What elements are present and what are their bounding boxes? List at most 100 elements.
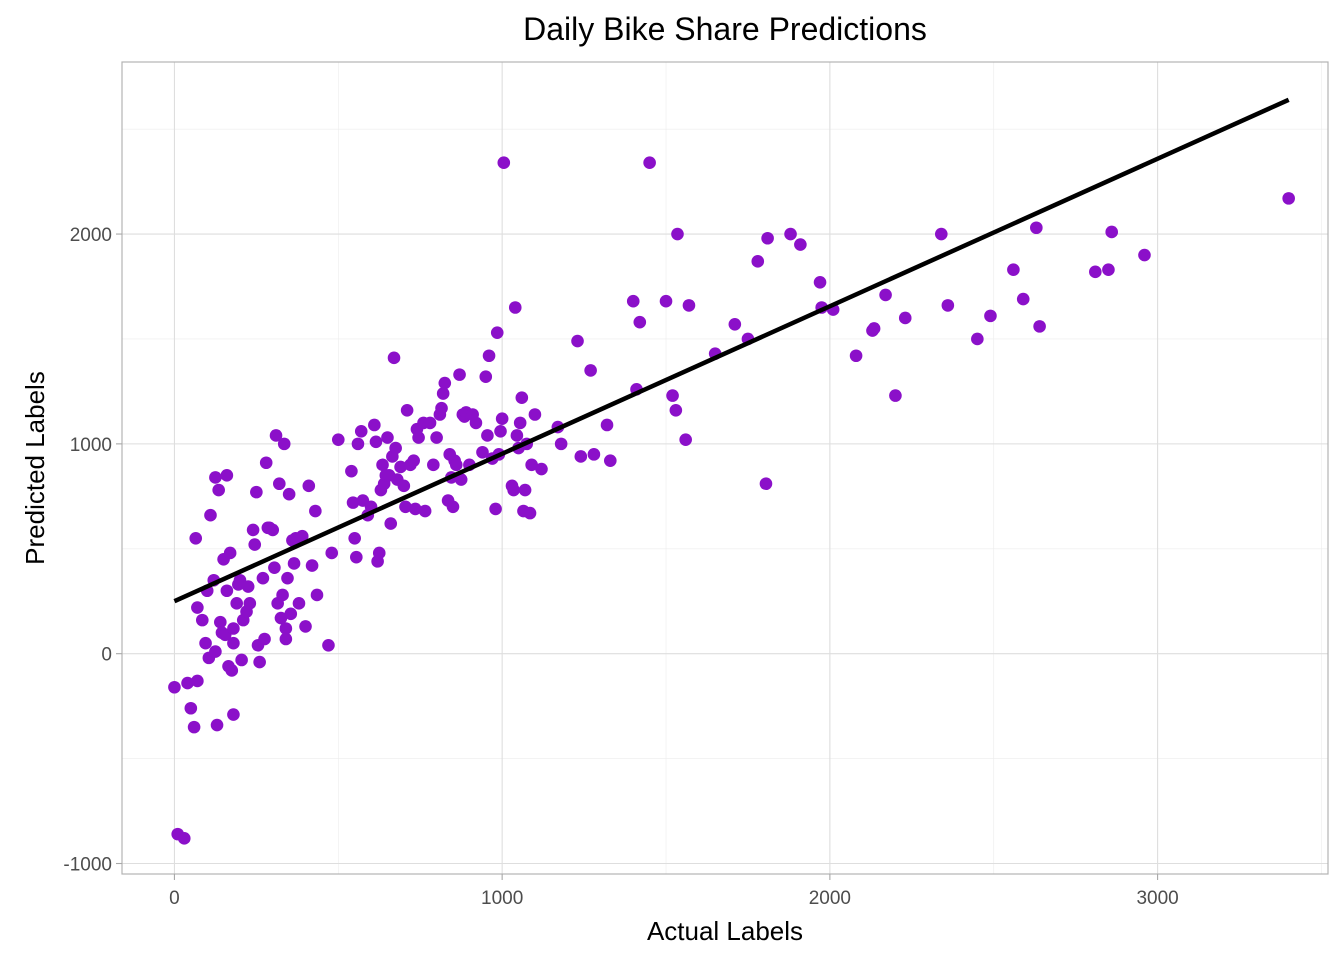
- data-point: [235, 653, 248, 667]
- x-tick-label: 1000: [481, 888, 523, 909]
- data-point: [276, 588, 289, 602]
- data-point: [1105, 225, 1119, 239]
- data-point: [436, 387, 450, 400]
- data-point: [659, 294, 673, 308]
- data-point: [489, 502, 502, 516]
- data-point: [168, 680, 181, 694]
- data-point: [223, 546, 237, 560]
- data-point: [274, 611, 288, 625]
- data-point: [495, 412, 509, 425]
- data-point: [268, 561, 281, 574]
- data-point: [282, 487, 296, 501]
- y-tick-label: 2000: [70, 225, 112, 246]
- x-tick-label: 3000: [1136, 888, 1178, 909]
- data-point: [225, 664, 239, 677]
- data-point: [423, 416, 437, 430]
- data-point: [325, 546, 339, 560]
- data-point: [1030, 221, 1043, 235]
- trend-line-layer: [173, 97, 1290, 604]
- data-point: [187, 720, 201, 734]
- data-point: [584, 364, 597, 377]
- data-point: [181, 676, 194, 690]
- data-point: [849, 349, 863, 363]
- data-points: [168, 156, 1295, 845]
- data-point: [571, 334, 584, 348]
- data-point: [177, 832, 191, 845]
- data-point: [1033, 320, 1046, 333]
- data-point: [277, 437, 291, 451]
- data-point: [1007, 263, 1020, 277]
- data-point: [256, 571, 270, 585]
- data-point: [671, 227, 684, 241]
- x-tick-label: 0: [169, 888, 180, 909]
- data-point: [679, 433, 692, 446]
- data-point: [407, 454, 420, 467]
- data-point: [220, 469, 234, 482]
- data-point: [250, 485, 263, 499]
- data-point: [666, 389, 679, 402]
- data-point: [209, 645, 222, 658]
- data-point: [879, 288, 892, 302]
- data-point: [941, 299, 955, 312]
- data-point: [751, 255, 765, 268]
- data-point: [322, 638, 335, 652]
- data-point: [381, 431, 394, 444]
- data-point: [397, 479, 411, 493]
- data-point: [435, 401, 448, 415]
- data-point: [513, 416, 527, 430]
- data-point: [273, 477, 286, 491]
- data-point: [372, 546, 386, 560]
- data-point: [508, 301, 522, 314]
- data-point: [1089, 265, 1102, 279]
- data-point: [1102, 263, 1115, 277]
- data-point: [345, 464, 358, 478]
- data-point: [281, 571, 294, 585]
- data-point: [518, 483, 532, 497]
- data-point: [199, 636, 212, 650]
- data-point: [389, 441, 402, 455]
- data-point: [191, 601, 204, 614]
- data-point: [438, 376, 452, 390]
- data-point: [898, 311, 912, 325]
- data-point: [476, 445, 489, 459]
- x-tick-label: 2000: [809, 888, 851, 909]
- data-point: [971, 332, 984, 346]
- data-point: [525, 458, 538, 472]
- data-point: [430, 431, 443, 444]
- data-point: [354, 424, 368, 438]
- data-point: [523, 506, 537, 520]
- data-point: [248, 538, 262, 551]
- data-point: [446, 500, 460, 514]
- data-point: [292, 597, 306, 610]
- data-point: [279, 632, 293, 646]
- trend-line: [173, 97, 1290, 604]
- data-point: [535, 462, 548, 476]
- data-point: [266, 523, 280, 537]
- data-point: [348, 531, 361, 545]
- data-point: [449, 458, 463, 472]
- data-point: [214, 615, 227, 629]
- data-point: [528, 408, 542, 421]
- data-point: [346, 496, 360, 509]
- data-point: [368, 418, 381, 432]
- chart-title: Daily Bike Share Predictions: [523, 11, 927, 47]
- axis-ticks: 0 1000 2000 3000 -1000 0 1000 2000: [63, 225, 1178, 909]
- data-point: [331, 433, 345, 446]
- data-point: [600, 418, 614, 432]
- data-point: [369, 435, 383, 449]
- data-point: [469, 416, 483, 430]
- data-point: [258, 632, 271, 646]
- data-point: [384, 517, 398, 530]
- data-point: [759, 477, 773, 491]
- y-tick-label: -1000: [63, 855, 112, 876]
- data-point: [409, 502, 422, 516]
- data-point: [259, 456, 273, 470]
- data-point: [287, 557, 301, 570]
- data-point: [204, 508, 217, 522]
- data-point: [230, 597, 244, 610]
- data-point: [682, 299, 696, 312]
- data-point: [299, 620, 312, 633]
- data-point: [227, 622, 240, 635]
- data-point: [761, 231, 774, 245]
